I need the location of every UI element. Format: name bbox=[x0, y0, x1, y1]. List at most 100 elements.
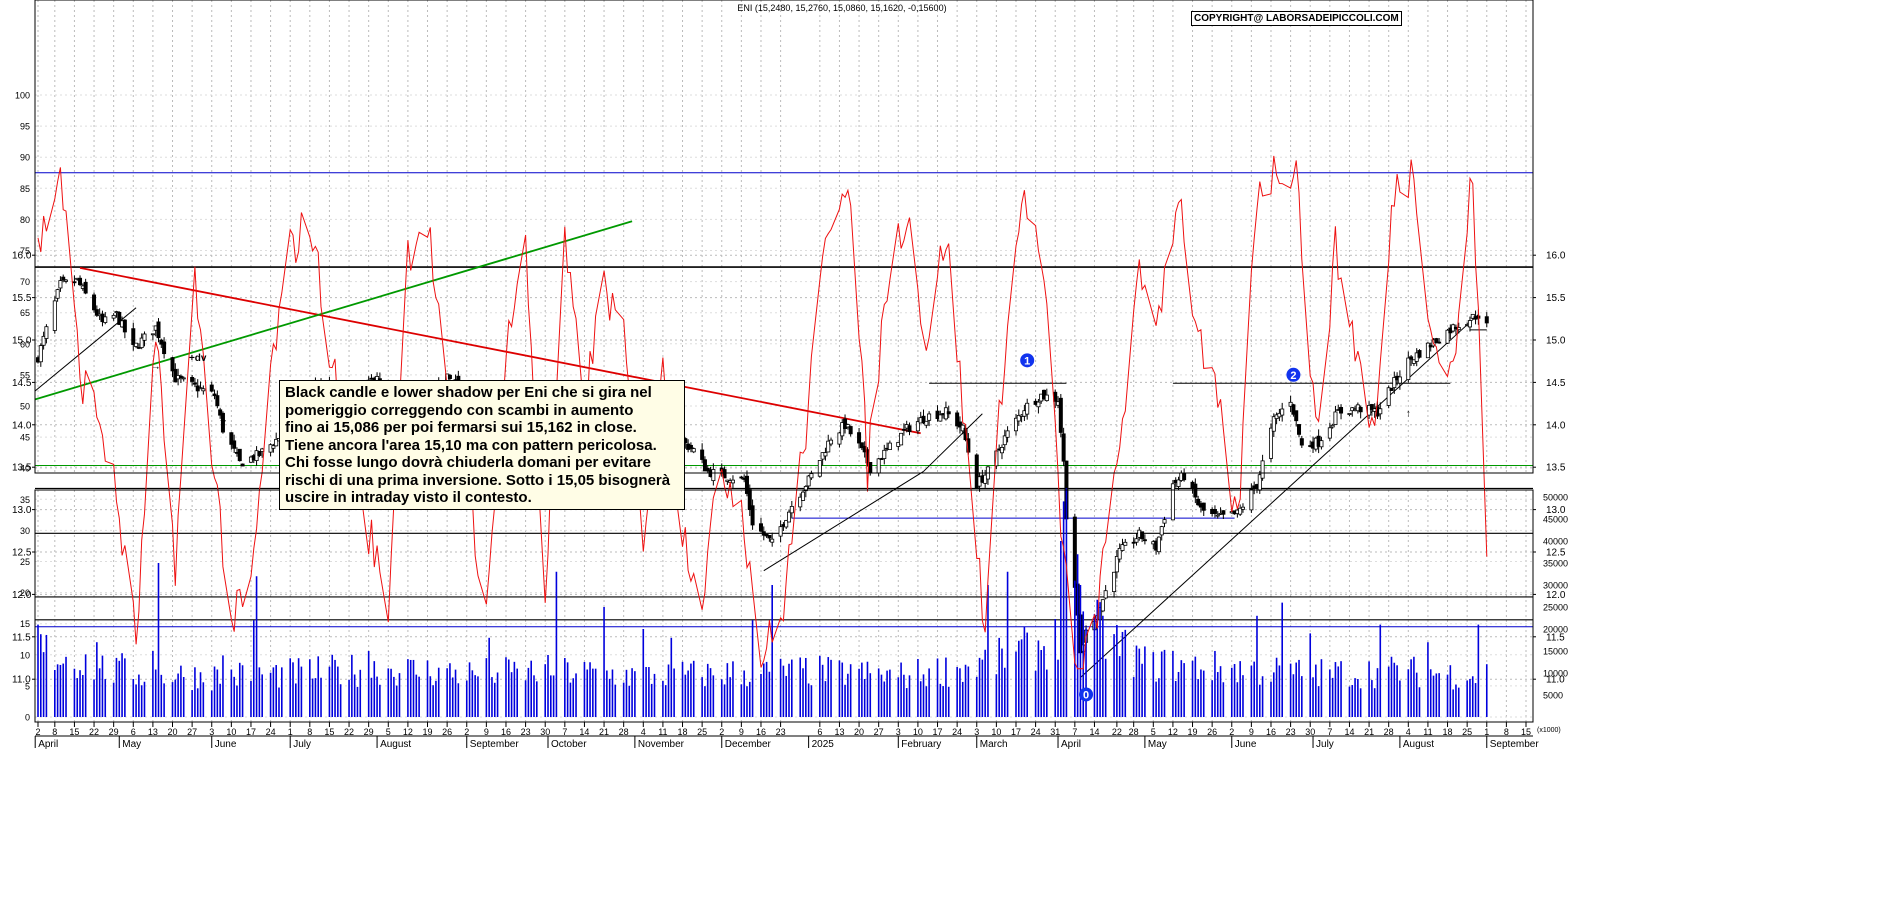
candle-body bbox=[1036, 401, 1041, 408]
price-tick-left: 13.5 bbox=[12, 463, 32, 474]
candle-body bbox=[1467, 320, 1472, 328]
candle-body bbox=[1114, 556, 1119, 573]
day-tick-label: 28 bbox=[619, 727, 629, 737]
candle-body bbox=[826, 440, 831, 453]
wave-count-marker bbox=[1079, 687, 1094, 702]
day-tick-label: 10 bbox=[913, 727, 923, 737]
price-tick-right: 12.5 bbox=[1546, 548, 1566, 559]
day-tick-label: 27 bbox=[874, 727, 884, 737]
day-tick-label: 5 bbox=[1151, 727, 1156, 737]
oscillator-tick: 35 bbox=[20, 495, 30, 505]
candle-body bbox=[260, 448, 265, 452]
day-tick-label: 17 bbox=[246, 727, 256, 737]
chart-annotation: +dv bbox=[189, 353, 207, 364]
chart-annotation: ↑ bbox=[1406, 408, 1411, 419]
candle-body bbox=[767, 535, 772, 539]
day-tick-label: 28 bbox=[1384, 727, 1394, 737]
note-line: rischi di una prima inversione. Sotto i … bbox=[285, 471, 671, 489]
wave-count-label: 0 bbox=[1083, 689, 1089, 701]
day-tick-label: 15 bbox=[1521, 727, 1531, 737]
candle-body bbox=[806, 475, 811, 487]
candle-body bbox=[1333, 411, 1338, 425]
candle-body bbox=[220, 412, 225, 433]
month-tick-label: November bbox=[638, 739, 685, 750]
oscillator-tick: 20 bbox=[20, 588, 30, 598]
day-tick-label: 10 bbox=[226, 727, 236, 737]
oscillator-tick: 70 bbox=[20, 277, 30, 287]
candle-body bbox=[702, 459, 707, 472]
candle-body bbox=[162, 341, 167, 355]
candle-body bbox=[1058, 397, 1063, 433]
candle-body bbox=[1249, 489, 1254, 511]
oscillator-series bbox=[37, 155, 1488, 670]
candle-body bbox=[1389, 387, 1394, 391]
price-tick-left: 11.5 bbox=[12, 632, 31, 643]
copyright-label: COPYRIGHT@ LABORSADEIPICCOLI.COM bbox=[1191, 11, 1402, 26]
oscillator-tick: 95 bbox=[20, 122, 30, 132]
candle-body bbox=[41, 335, 46, 346]
day-tick-label: 14 bbox=[579, 727, 589, 737]
candle-body bbox=[809, 473, 814, 479]
day-tick-label: 3 bbox=[896, 727, 901, 737]
oscillator-line bbox=[37, 155, 1488, 670]
day-tick-label: 10 bbox=[991, 727, 1001, 737]
day-tick-label: 25 bbox=[697, 727, 707, 737]
trend-line bbox=[1080, 314, 1479, 678]
wave-count-marker bbox=[1286, 367, 1301, 382]
day-tick-label: 27 bbox=[187, 727, 197, 737]
oscillator-tick: 0 bbox=[25, 713, 30, 723]
candle-body bbox=[61, 276, 66, 281]
candle-body bbox=[1409, 356, 1414, 360]
price-tick-left: 12.5 bbox=[12, 548, 32, 559]
candle-body bbox=[131, 328, 136, 345]
candle-body bbox=[1347, 412, 1352, 415]
candle-body bbox=[882, 449, 887, 459]
chart-title: ENI (15,2480, 15,2760, 15,0860, 15,1620,… bbox=[737, 3, 946, 13]
candle-body bbox=[1112, 571, 1117, 593]
candle-body bbox=[845, 424, 850, 428]
candle-body bbox=[907, 425, 912, 433]
volume-tick: 25000 bbox=[1543, 603, 1568, 613]
month-tick-label: December bbox=[725, 739, 772, 750]
candle-body bbox=[817, 460, 822, 477]
support-resistance-lines bbox=[35, 172, 1533, 628]
chart-annotation: → bbox=[218, 414, 228, 425]
candle-body bbox=[921, 415, 926, 424]
price-tick-right: 16.0 bbox=[1546, 251, 1566, 262]
candle-body bbox=[1159, 526, 1164, 536]
oscillator-tick: 50 bbox=[20, 402, 30, 412]
candle-body bbox=[801, 491, 806, 501]
day-tick-label: 13 bbox=[148, 727, 158, 737]
candle-body bbox=[1386, 387, 1391, 406]
price-tick-left: 16.0 bbox=[12, 251, 32, 262]
candle-body bbox=[848, 426, 853, 435]
candle-body bbox=[784, 520, 789, 528]
candle-body bbox=[876, 458, 881, 474]
day-tick-label: 16 bbox=[501, 727, 511, 737]
day-tick-label: 6 bbox=[131, 727, 136, 737]
volume-tick: 40000 bbox=[1543, 537, 1568, 547]
day-tick-label: 4 bbox=[641, 727, 646, 737]
day-tick-label: 11 bbox=[658, 727, 667, 737]
candle-body bbox=[688, 444, 693, 449]
day-tick-label: 8 bbox=[1504, 727, 1509, 737]
candle-body bbox=[1437, 341, 1442, 344]
day-tick-label: 30 bbox=[540, 727, 550, 737]
candle-body bbox=[955, 412, 960, 427]
oscillator-tick: 80 bbox=[20, 215, 30, 225]
candle-body bbox=[857, 432, 862, 444]
commentary-box: Black candle e lower shadow per Eni che … bbox=[279, 380, 685, 510]
candle-body bbox=[1288, 401, 1293, 407]
candle-body bbox=[700, 449, 705, 460]
price-tick-right: 14.5 bbox=[1546, 378, 1566, 389]
chart-annotation: → bbox=[151, 362, 161, 373]
candle-body bbox=[83, 281, 88, 294]
day-tick-label: 2 bbox=[464, 727, 469, 737]
note-line: Chi fosse lungo dovrà chiuderla domani p… bbox=[285, 454, 651, 471]
day-tick-label: 29 bbox=[109, 727, 119, 737]
candle-body bbox=[1369, 404, 1374, 410]
candle-body bbox=[915, 421, 920, 432]
candle-body bbox=[1378, 408, 1383, 415]
candle-body bbox=[1358, 406, 1363, 413]
candle-body bbox=[198, 387, 203, 390]
